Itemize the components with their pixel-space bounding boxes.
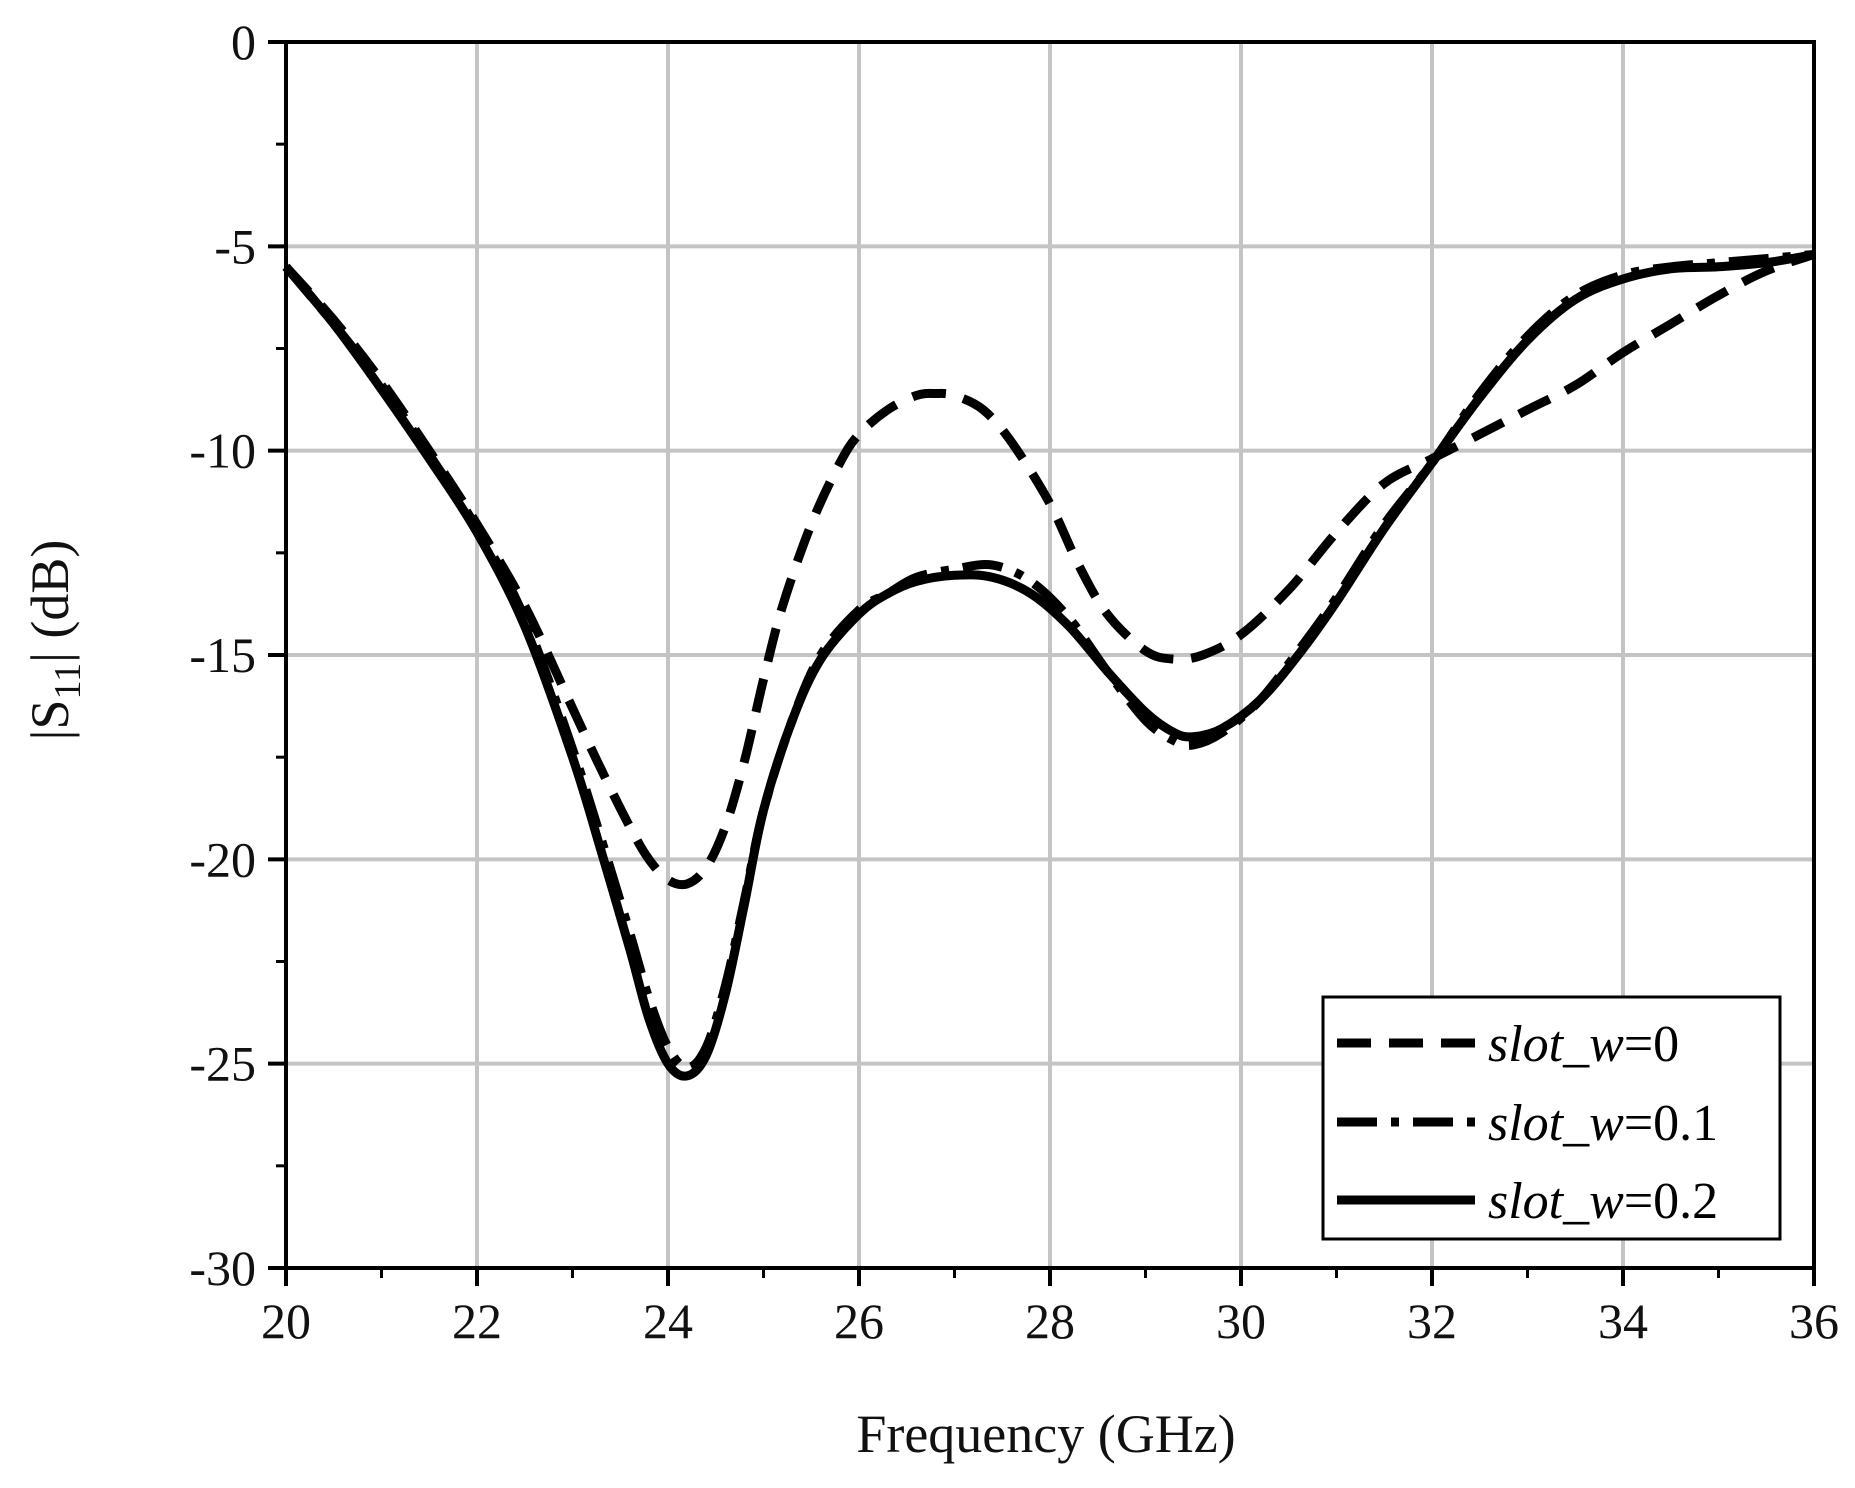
y-tick-label: -5 [214, 218, 256, 274]
x-tick-label: 28 [1025, 1293, 1075, 1349]
x-tick-label: 30 [1216, 1293, 1266, 1349]
grid [286, 42, 1814, 1268]
legend-label-slot-w-0-1: slot_w=0.1 [1488, 1095, 1718, 1152]
x-tick-labels: 20 22 24 26 28 30 32 34 36 [261, 1293, 1839, 1349]
legend-label-rest: =0.1 [1624, 1095, 1718, 1152]
y-axis-label-subscript: 11 [47, 663, 89, 700]
legend-label-slot-w-0-2: slot_w=0.2 [1488, 1173, 1718, 1230]
y-tick-label: -30 [189, 1240, 256, 1296]
y-tick-label: -25 [189, 1036, 256, 1092]
legend-label-rest: =0.2 [1624, 1173, 1718, 1230]
legend-label-italic: slot_w [1488, 1016, 1624, 1073]
legend-label-slot-w-0: slot_w=0 [1488, 1016, 1679, 1073]
legend: slot_w=0 slot_w=0.1 slot_w=0.2 [1321, 995, 1782, 1241]
y-axis-label-main: |S [20, 700, 80, 741]
y-axis-label: |S11| (dB) [20, 540, 89, 741]
y-tick-label: 0 [231, 14, 256, 70]
legend-label-italic: slot_w [1488, 1173, 1624, 1230]
legend-label-rest: =0 [1624, 1016, 1679, 1073]
series-line-slot-w-0-2 [282, 250, 1815, 1081]
x-tick-label: 34 [1598, 1293, 1648, 1349]
legend-label-italic: slot_w [1488, 1095, 1624, 1152]
y-tick-label: -20 [189, 831, 256, 887]
ticks [268, 40, 1816, 1286]
x-tick-label: 36 [1789, 1293, 1839, 1349]
x-axis-label: Frequency (GHz) [856, 1404, 1235, 1464]
x-tick-label: 24 [643, 1293, 693, 1349]
x-tick-label: 22 [452, 1293, 502, 1349]
y-tick-label: -15 [189, 627, 256, 683]
x-tick-label: 26 [834, 1293, 884, 1349]
x-tick-label: 32 [1407, 1293, 1457, 1349]
y-axis-label-rest: | (dB) [20, 540, 80, 663]
y-tick-labels: 0 -5 -10 -15 -20 -25 -30 [189, 14, 256, 1296]
y-tick-label: -10 [189, 423, 256, 479]
x-tick-label: 20 [261, 1293, 311, 1349]
series-lines [282, 250, 1816, 1081]
